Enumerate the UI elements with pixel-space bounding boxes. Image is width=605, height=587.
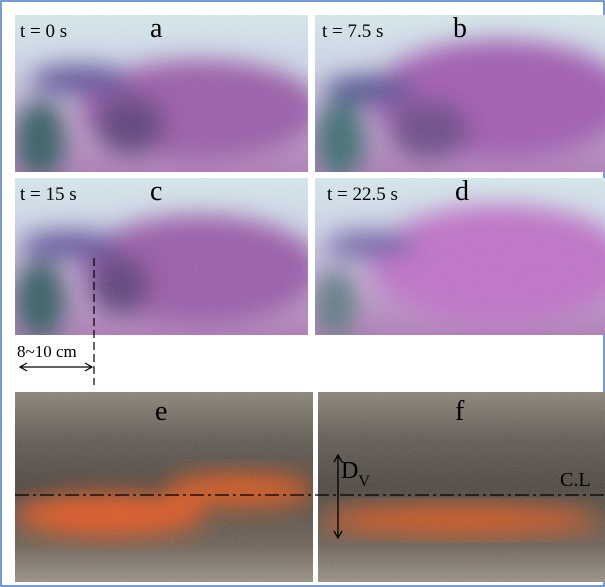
panel-letter: f — [455, 396, 465, 427]
dv-main: D — [341, 458, 358, 484]
panel-letter: c — [150, 176, 162, 207]
time-label: t = 0 s — [20, 21, 67, 42]
panel-letter: e — [155, 396, 167, 427]
dv-sub: V — [358, 473, 370, 490]
scale-arrow — [20, 363, 92, 371]
time-label: t = 7.5 s — [322, 21, 383, 42]
time-label: t = 15 s — [20, 184, 77, 205]
panel-letter: d — [455, 176, 469, 207]
panel-letter: a — [150, 13, 163, 44]
scale-label: 8~10 cm — [17, 342, 77, 361]
panel-letter: b — [453, 13, 467, 44]
time-label: t = 22.5 s — [327, 184, 398, 205]
centerline-label: C.L — [560, 469, 591, 491]
figure: t = 0 s a t = 7.5 s b t = 15 s c t = 22.… — [0, 0, 605, 587]
